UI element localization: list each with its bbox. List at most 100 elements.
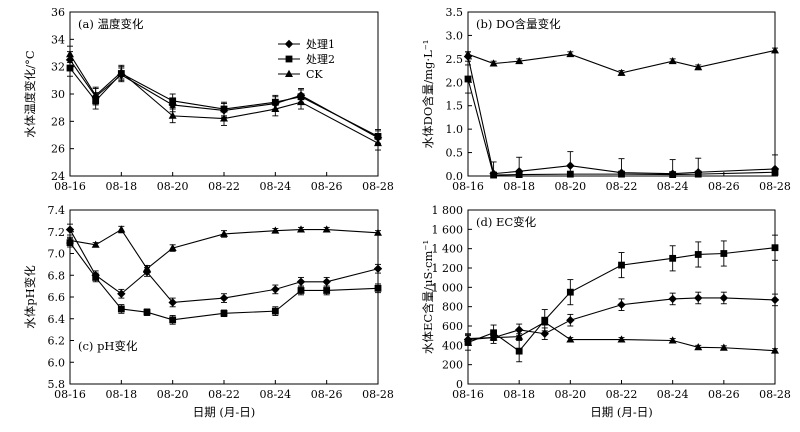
y-tick-label: 6.4 [48,313,66,326]
panel-title: (c) pH变化 [78,339,138,353]
y-tick-label: 0.5 [446,147,464,160]
data-point [540,317,549,326]
y-tick-label: 24 [51,170,65,183]
legend-entry: CK [278,68,323,81]
data-point [271,226,280,234]
series-line [467,297,776,341]
panel-ec: 0 200 400 600 800 1 000 1 200 1 400 1 600 1 800 08… [421,204,791,401]
data-point [566,170,574,178]
data-point [374,228,382,236]
data-point [117,289,126,298]
data-point [694,293,703,303]
series-line [467,247,776,352]
data-point [271,307,279,315]
series-line [467,321,776,352]
data-point [117,67,126,76]
data-point [771,46,779,54]
data-point [669,171,677,178]
data-point [771,244,779,252]
data-point [489,333,498,341]
data-point [297,287,305,294]
x-tick-label: 08-18 [503,180,535,193]
x-tick-label: 08-20 [554,180,586,193]
y-tick-label: 6.6 [48,291,66,304]
panel-temp: 24 26 28 30 32 34 36 08-16 08-18 08-20 08-22 08-24 0… [23,6,394,193]
y-tick-label: 1 000 [432,281,464,294]
data-point [771,346,779,354]
series-处理2 [66,59,382,144]
data-point [514,325,524,335]
data-point [566,161,575,170]
data-point [297,98,305,106]
panel-title: (d) EC变化 [476,215,537,229]
legend-label: 处理2 [306,53,335,66]
y-tick-label: 3.0 [446,29,464,42]
y-tick-label: 0 [456,378,463,391]
data-point [566,288,574,296]
data-point [143,308,151,316]
data-point [168,243,177,252]
series-line [69,67,379,137]
y-axis-title: 水体EC含量/μS·cm⁻¹ [421,240,435,354]
y-tick-label: 6.0 [48,356,66,369]
data-point [490,329,497,337]
data-point [169,316,177,324]
y-tick-label: 7.4 [48,204,66,217]
data-point [373,264,383,273]
data-point [323,287,331,294]
data-point [168,298,177,307]
x-tick-label: 08-28 [759,388,791,401]
data-point [669,254,677,262]
x-tick-label: 08-22 [606,388,638,401]
x-tick-label: 08-18 [105,180,137,193]
data-point [117,305,125,313]
panel-do: 0.0 0.5 1.0 1.5 2.0 2.5 3.0 3.5 08-16 08-18 08-20 0… [421,6,791,193]
data-point [515,332,524,340]
x-tick-label: 08-28 [362,388,394,401]
legend-marker [285,69,293,77]
data-point [296,277,306,286]
legend-marker [285,55,293,63]
data-point [719,343,728,351]
x-tick-label: 08-22 [606,180,638,193]
series-line [69,59,379,139]
data-point [66,64,74,72]
data-point [617,300,626,309]
data-point [668,57,677,65]
series-处理1 [65,223,383,308]
x-tick-label: 08-24 [657,388,689,401]
data-point [618,261,625,269]
data-point [566,49,575,58]
y-tick-label: 2.5 [446,53,464,66]
data-point [169,97,177,105]
data-point [771,168,779,176]
x-tick-label: 08-28 [759,180,791,193]
data-point [168,111,177,119]
data-point [220,105,228,113]
plot-frame [467,11,776,177]
data-point [464,334,472,342]
data-point [66,236,74,244]
data-point [617,335,626,343]
data-point [566,316,575,325]
y-tick-label: 400 [442,339,463,352]
data-point [271,104,280,112]
series-line [69,228,379,270]
panel-ph: 5.8 6.0 6.2 6.4 6.6 6.8 7.0 7.2 7.4 08-16 08-18 08-… [23,204,394,401]
series-line [69,54,379,144]
x-axis-title: 日期 (月-日) [590,405,653,419]
x-tick-label: 08-16 [452,388,484,401]
series-CK [66,45,382,151]
y-axis-title: 水体温度变化/°C [23,50,37,138]
data-point [271,285,280,294]
series-CK [464,317,779,354]
y-tick-label: 6.2 [48,335,66,348]
x-tick-label: 08-26 [708,180,740,193]
x-tick-label: 08-22 [208,180,240,193]
data-point [694,251,702,258]
x-tick-label: 08-16 [452,180,484,193]
data-point [374,284,382,292]
x-axis-title: 日期 (月-日) [193,405,256,419]
x-tick-label: 08-20 [157,388,189,401]
y-tick-label: 1 400 [432,243,464,256]
